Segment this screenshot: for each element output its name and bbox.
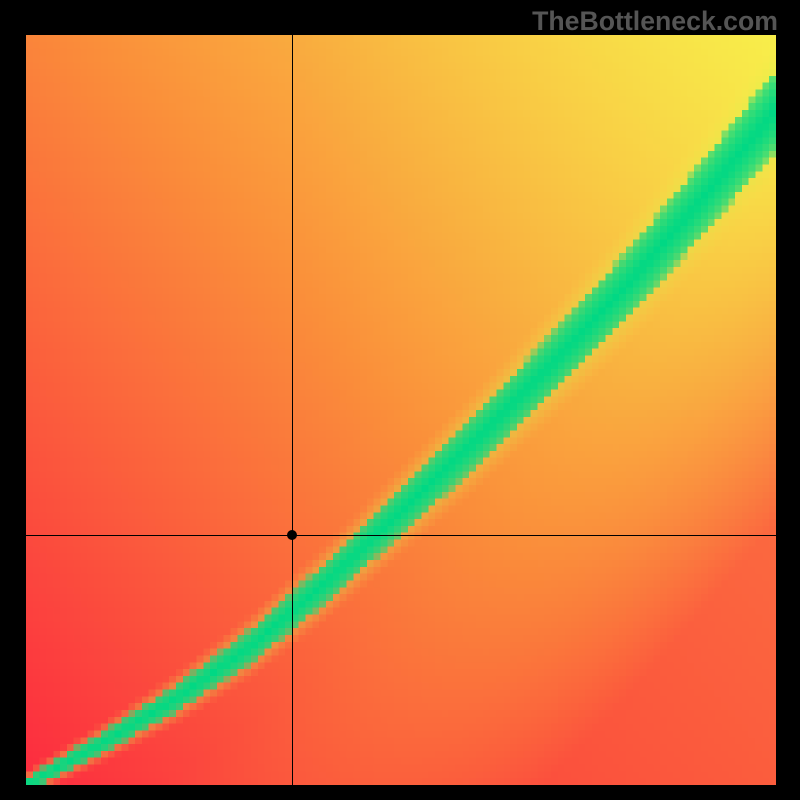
heatmap-canvas	[26, 35, 776, 785]
crosshair-horizontal	[26, 535, 776, 536]
watermark-text: TheBottleneck.com	[532, 6, 778, 37]
crosshair-vertical	[292, 35, 293, 785]
bottleneck-heatmap	[26, 35, 776, 785]
